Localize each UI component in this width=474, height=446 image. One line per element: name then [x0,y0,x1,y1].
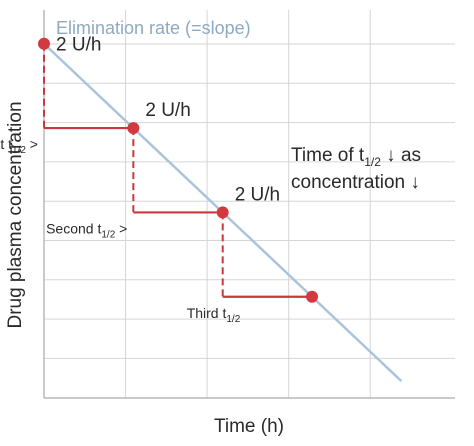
point-label: 2 U/h [145,100,190,121]
grid [44,10,455,398]
annotation-line-1: Time of t1/2 ↓ as [291,145,421,169]
series [38,37,403,383]
half-life-label: First t1/2 > [0,136,38,156]
data-point [38,37,50,50]
half-life-label: Second t1/2 > [46,220,127,240]
point-label: 2 U/h [56,35,101,56]
labels: 2 U/h 2 U/h 2 U/h First t1/2 > Second t1/2 >… [0,35,280,325]
data-point [306,290,319,303]
half-life-steps [43,43,313,298]
axes [43,10,455,399]
data-point [127,122,140,135]
annotation-line-2: concentration ↓ [291,172,420,193]
data-point [216,206,229,219]
x-axis-label: Time (h) [214,416,284,437]
half-life-label: Third t1/2 [187,305,241,325]
y-axis-label: Drug plasma concentration [5,101,26,328]
point-label: 2 U/h [235,184,280,205]
chart-title: Elimination rate (=slope) [56,18,251,38]
